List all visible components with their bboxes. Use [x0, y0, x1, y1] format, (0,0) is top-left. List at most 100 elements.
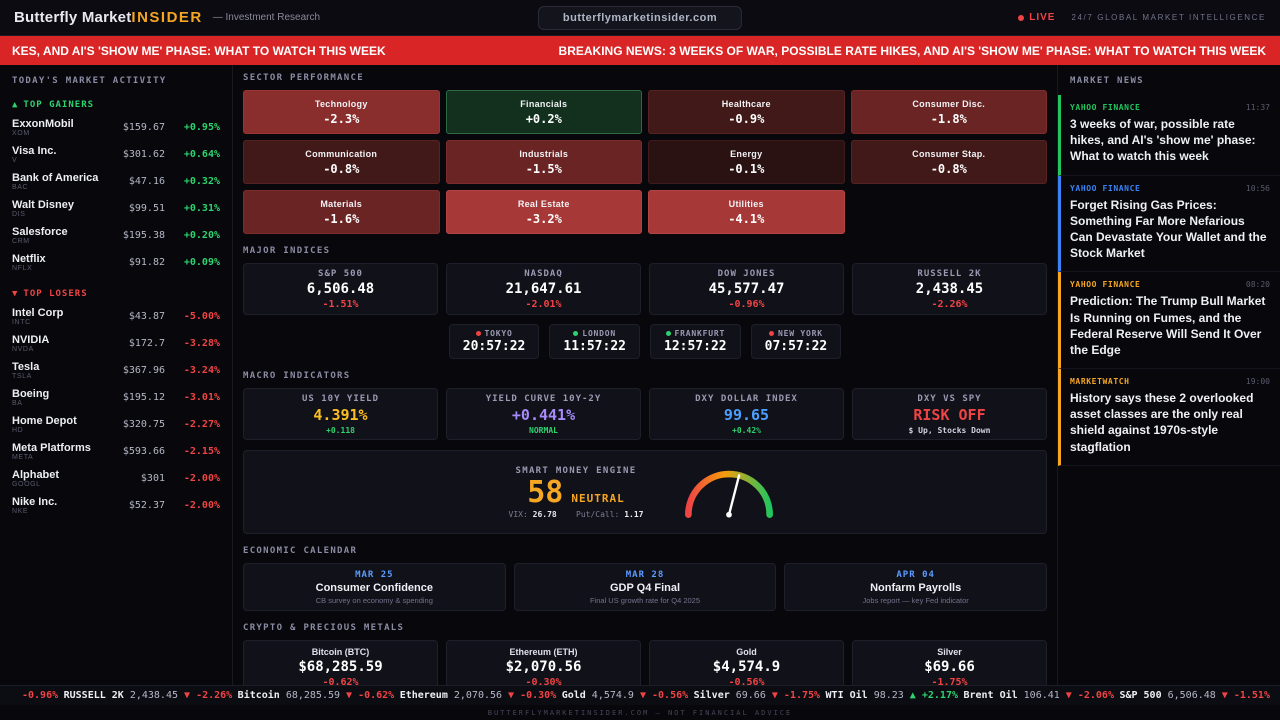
ticker-value: 6,506.48 [1167, 690, 1216, 701]
stock-numbers: $43.87 -5.00% [129, 311, 220, 322]
stock-change: -2.00% [183, 473, 220, 484]
ticker-item: Gold 4,574.9 ▼ -0.56% [562, 690, 688, 701]
news-headline: 3 weeks of war, possible rate hikes, and… [1070, 117, 1256, 164]
stock-row[interactable]: Nike Inc. NKE $52.37 -2.00% [0, 492, 232, 519]
ticker-change-value: -0.30% [520, 690, 557, 701]
asset-name: Silver [937, 646, 962, 657]
stock-row[interactable]: ExxonMobil XOM $159.67 +0.95% [0, 114, 232, 141]
asset-value: $2,070.56 [505, 658, 582, 675]
ticker-change: ▼ -0.56% [640, 690, 688, 701]
clock-city-row: TOKYO [463, 329, 526, 338]
sector-change: -4.1% [728, 211, 765, 226]
stock-identity: ExxonMobil XOM [12, 118, 74, 137]
asset-card: Gold $4,574.9 -0.56% [649, 640, 844, 685]
stock-row[interactable]: Bank of America BAC $47.16 +0.32% [0, 168, 232, 195]
stock-row[interactable]: Home Depot HD $320.75 -2.27% [0, 411, 232, 438]
stock-row[interactable]: Walt Disney DIS $99.51 +0.31% [0, 195, 232, 222]
index-change: -2.26% [931, 298, 968, 310]
news-source: YAHOO FINANCE [1070, 183, 1141, 193]
sector-name: Energy [730, 148, 763, 159]
news-item[interactable]: YAHOO FINANCE 10:56 Forget Rising Gas Pr… [1058, 175, 1280, 273]
stock-numbers: $52.37 -2.00% [129, 500, 220, 511]
sector-change: -1.6% [323, 211, 360, 226]
clock-city-row: FRANKFURT [664, 329, 727, 338]
news-meta-row: YAHOO FINANCE 10:56 [1070, 184, 1270, 193]
macro-value: +0.441% [511, 405, 576, 424]
stock-row[interactable]: Visa Inc. V $301.62 +0.64% [0, 141, 232, 168]
sector-tile: Healthcare -0.9% [648, 90, 845, 134]
ticker-value: 68,285.59 [285, 690, 341, 701]
ticker-change: ▼ -0.62% [346, 690, 394, 701]
live-dot-icon [1018, 14, 1025, 21]
stock-identity: Boeing BA [12, 388, 49, 407]
world-clocks-row: TOKYO 20:57:22 LONDON 11:57:22 [243, 324, 1047, 359]
index-value: 21,647.61 [505, 280, 582, 297]
index-name: S&P 500 [318, 268, 363, 279]
engine-readout: SMART MONEY ENGINE 58 NEUTRAL VIX: 26.78… [509, 466, 644, 519]
clock-city: FRANKFURT [674, 329, 726, 338]
trend-arrow-icon: ▼ [771, 690, 778, 701]
index-card: RUSSELL 2K 2,438.45 -2.26% [852, 263, 1047, 315]
stock-name: Bank of America [12, 172, 99, 184]
stock-ticker: INTC [12, 319, 31, 326]
news-headline: History says these 2 overlooked asset cl… [1070, 391, 1254, 454]
ticker-item: RUSSELL 2K 2,438.45 ▼ -2.26% [64, 690, 233, 701]
ticker-change-value: -1.51% [1233, 690, 1270, 701]
stock-price: $52.37 [128, 500, 165, 511]
sector-name: Utilities [728, 198, 764, 209]
news-item[interactable]: YAHOO FINANCE 08:20 Prediction: The Trum… [1058, 272, 1280, 370]
calendar-event-card: APR 04 Nonfarm Payrolls Jobs report — ke… [784, 563, 1047, 611]
stock-name: Intel Corp [12, 307, 64, 319]
engine-mood: NEUTRAL [571, 491, 625, 505]
stock-change: +0.95% [183, 122, 220, 133]
vix-value: 26.78 [532, 509, 557, 519]
stock-row[interactable]: Netflix NFLX $91.82 +0.09% [0, 249, 232, 276]
stock-ticker: CRM [12, 238, 30, 245]
news-time: 11:37 [1245, 103, 1270, 112]
news-headline: Forget Rising Gas Prices: Something Far … [1070, 197, 1267, 261]
ticker-value: 98.23 [873, 690, 904, 701]
breaking-text-right: BREAKING NEWS: 3 WEEKS OF WAR, POSSIBLE … [558, 43, 1266, 58]
stock-row[interactable]: Salesforce CRM $195.38 +0.20% [0, 222, 232, 249]
trend-arrow-icon: ▼ [346, 690, 353, 701]
stock-ticker: META [12, 454, 34, 461]
engine-stats: VIX: 26.78 Put/Call: 1.17 [509, 510, 644, 519]
stock-identity: Intel Corp INTC [12, 307, 63, 326]
stock-price: $47.16 [128, 176, 165, 187]
sector-name: Industrials [519, 148, 569, 159]
breaking-news-ticker: KES, AND AI'S 'SHOW ME' PHASE: WHAT TO W… [0, 36, 1280, 65]
sector-tile: Industrials -1.5% [445, 140, 642, 184]
up-arrow-icon: ▲ [12, 100, 19, 110]
stock-row[interactable]: Boeing BA $195.12 -3.01% [0, 384, 232, 411]
stock-price: $367.96 [122, 365, 165, 376]
stock-row[interactable]: Meta Platforms META $593.66 -2.15% [0, 438, 232, 465]
news-source: MARKETWATCH [1070, 377, 1130, 387]
stock-row[interactable]: Tesla TSLA $367.96 -3.24% [0, 357, 232, 384]
ticker-value: 4,574.9 [591, 690, 634, 701]
market-news-header: MARKET NEWS [1070, 76, 1144, 86]
stock-identity: Walt Disney DIS [12, 199, 74, 218]
stock-row[interactable]: NVIDIA NVDA $172.7 -3.28% [0, 330, 232, 357]
stock-ticker: TSLA [12, 373, 32, 380]
world-clock: LONDON 11:57:22 [549, 324, 640, 359]
asset-value: $4,574.9 [712, 658, 781, 675]
stock-numbers: $91.82 +0.09% [129, 257, 220, 268]
stock-row[interactable]: Alphabet GOOGL $301 -2.00% [0, 465, 232, 492]
index-change: -2.01% [525, 298, 562, 310]
news-item[interactable]: MARKETWATCH 19:00 History says these 2 o… [1058, 369, 1280, 466]
ticker-item: Ethereum 2,070.56 ▼ -0.30% [400, 690, 557, 701]
putcall-value: 1.17 [624, 509, 644, 519]
stock-ticker: HD [12, 427, 24, 434]
stock-row[interactable]: Intel Corp INTC $43.87 -5.00% [0, 303, 232, 330]
top-gainers-label: ▲ TOP GAINERS [0, 95, 232, 114]
news-list: YAHOO FINANCE 11:37 3 weeks of war, poss… [1058, 95, 1280, 466]
news-item[interactable]: YAHOO FINANCE 11:37 3 weeks of war, poss… [1058, 95, 1280, 176]
sector-change: +0.2% [525, 111, 562, 126]
asset-change: -1.75% [931, 676, 968, 686]
stock-price: $159.67 [122, 122, 165, 133]
stock-name: Alphabet [12, 469, 60, 481]
bottom-ticker-tape: -0.96% RUSSELL 2K 2,438.45 ▼ -2.26% Bitc… [0, 685, 1280, 705]
macro-row: US 10Y YIELD 4.391% +0.118 YIELD CURVE 1… [243, 388, 1047, 440]
asset-name: Gold [736, 646, 757, 657]
